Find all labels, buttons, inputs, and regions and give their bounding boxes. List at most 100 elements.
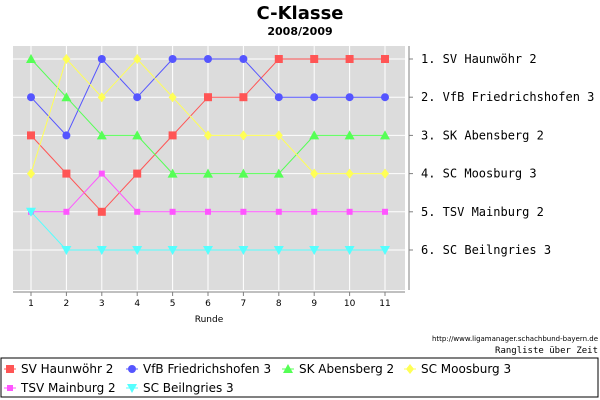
rank-label: 4. SC Moosburg 3 — [421, 167, 537, 181]
data-point — [273, 168, 284, 178]
data-point — [310, 168, 319, 179]
legend-swatch-marker — [283, 364, 293, 373]
data-point — [132, 246, 143, 255]
legend-swatch-marker — [128, 365, 136, 373]
data-point — [204, 130, 212, 141]
data-point — [169, 208, 176, 215]
data-point — [97, 55, 106, 63]
rank-label: 2. VfB Friedrichshofen 3 — [421, 90, 594, 104]
legend-label: SV Haunwöhr 2 — [21, 362, 113, 376]
series-sc-beilngries-3 — [26, 207, 390, 255]
data-point — [345, 55, 354, 63]
legend-swatch-marker — [127, 384, 137, 393]
data-point — [203, 168, 213, 178]
data-point — [273, 246, 284, 255]
data-point — [344, 246, 355, 255]
x-axis-label: Runde — [195, 315, 224, 325]
legend-item: SC Moosburg 3 — [404, 362, 511, 376]
legend-label: SK Abensberg 2 — [299, 362, 394, 376]
data-point — [274, 130, 283, 141]
legend-item: SK Abensberg 2 — [282, 362, 394, 376]
legend-label: TSV Mainburg 2 — [20, 381, 116, 395]
data-point — [309, 130, 320, 140]
data-point — [239, 55, 248, 63]
axes — [13, 46, 410, 293]
x-tick-label: 3 — [99, 299, 105, 309]
data-point — [311, 208, 318, 215]
data-point — [380, 246, 390, 255]
chart-title: C-Klasse — [257, 3, 344, 24]
series-sk-abensberg-2 — [26, 54, 390, 178]
chart-subtitle: 2008/2009 — [267, 25, 332, 38]
legend: SV Haunwöhr 2 VfB Friedrichshofen 3 SK Abe… — [4, 362, 511, 395]
data-point — [238, 246, 249, 255]
data-point — [26, 54, 36, 63]
data-point — [344, 130, 355, 140]
x-tick-label: 5 — [170, 299, 176, 309]
data-point — [26, 207, 36, 217]
x-tick-label: 1 — [28, 299, 34, 309]
data-point — [309, 246, 320, 255]
x-tick-label: 10 — [344, 299, 356, 309]
data-point — [274, 55, 283, 63]
series-sc-moosburg-3 — [27, 54, 389, 179]
legend-item: SC Beilngries 3 — [126, 381, 234, 395]
x-ticks: 1 2 3 4 5 6 7 8 9 10 11 — [28, 292, 391, 309]
data-point — [61, 246, 72, 255]
series-group — [26, 54, 390, 255]
data-point — [203, 246, 213, 255]
x-tick-label: 7 — [241, 299, 247, 309]
data-point — [97, 92, 106, 103]
rank-label: 1. SV Haunwöhr 2 — [421, 52, 537, 66]
data-point — [380, 130, 390, 140]
source-url[interactable]: http://www.ligamanager.schachbund-bayern… — [432, 335, 598, 343]
data-point — [62, 131, 71, 140]
data-point — [381, 93, 389, 102]
data-point — [167, 246, 178, 255]
data-point — [97, 207, 106, 216]
x-tick-label: 9 — [311, 299, 317, 309]
legend-item: SV Haunwöhr 2 — [4, 362, 113, 376]
legend-item: TSV Mainburg 2 — [4, 381, 116, 395]
data-point — [27, 93, 35, 102]
legend-box — [0, 357, 599, 398]
data-point — [205, 208, 211, 215]
legend-swatch-marker — [7, 385, 13, 391]
data-point — [240, 208, 247, 215]
data-point — [167, 168, 178, 178]
data-point — [27, 168, 35, 179]
data-point — [204, 93, 212, 102]
legend-swatch-marker — [406, 364, 414, 374]
data-point — [27, 131, 35, 140]
data-point — [345, 168, 354, 179]
data-point — [204, 55, 212, 63]
x-tick-label: 6 — [205, 299, 211, 309]
legend-swatch-marker — [6, 365, 14, 373]
data-point — [310, 55, 319, 63]
series-tsv-mainburg-2 — [28, 170, 388, 215]
data-point — [381, 55, 389, 63]
data-point — [133, 93, 142, 102]
data-point — [63, 208, 70, 215]
x-tick-label: 11 — [379, 299, 390, 309]
data-point — [168, 55, 177, 63]
y-ticks — [409, 58, 413, 251]
data-point — [168, 131, 177, 140]
x-tick-label: 8 — [276, 299, 282, 309]
data-point — [96, 246, 107, 255]
data-point — [168, 92, 177, 103]
data-point — [133, 169, 142, 178]
data-point — [239, 130, 248, 141]
data-point — [382, 208, 388, 215]
data-point — [132, 130, 143, 140]
data-point — [133, 54, 142, 64]
legend-label: VfB Friedrichshofen 3 — [143, 362, 271, 376]
plot-area — [13, 46, 405, 290]
data-point — [310, 93, 319, 102]
legend-label: SC Moosburg 3 — [421, 362, 511, 376]
legend-item: VfB Friedrichshofen 3 — [126, 362, 271, 376]
data-point — [61, 92, 72, 102]
chart-caption: Rangliste über Zeit — [495, 346, 598, 356]
data-point — [62, 54, 71, 64]
